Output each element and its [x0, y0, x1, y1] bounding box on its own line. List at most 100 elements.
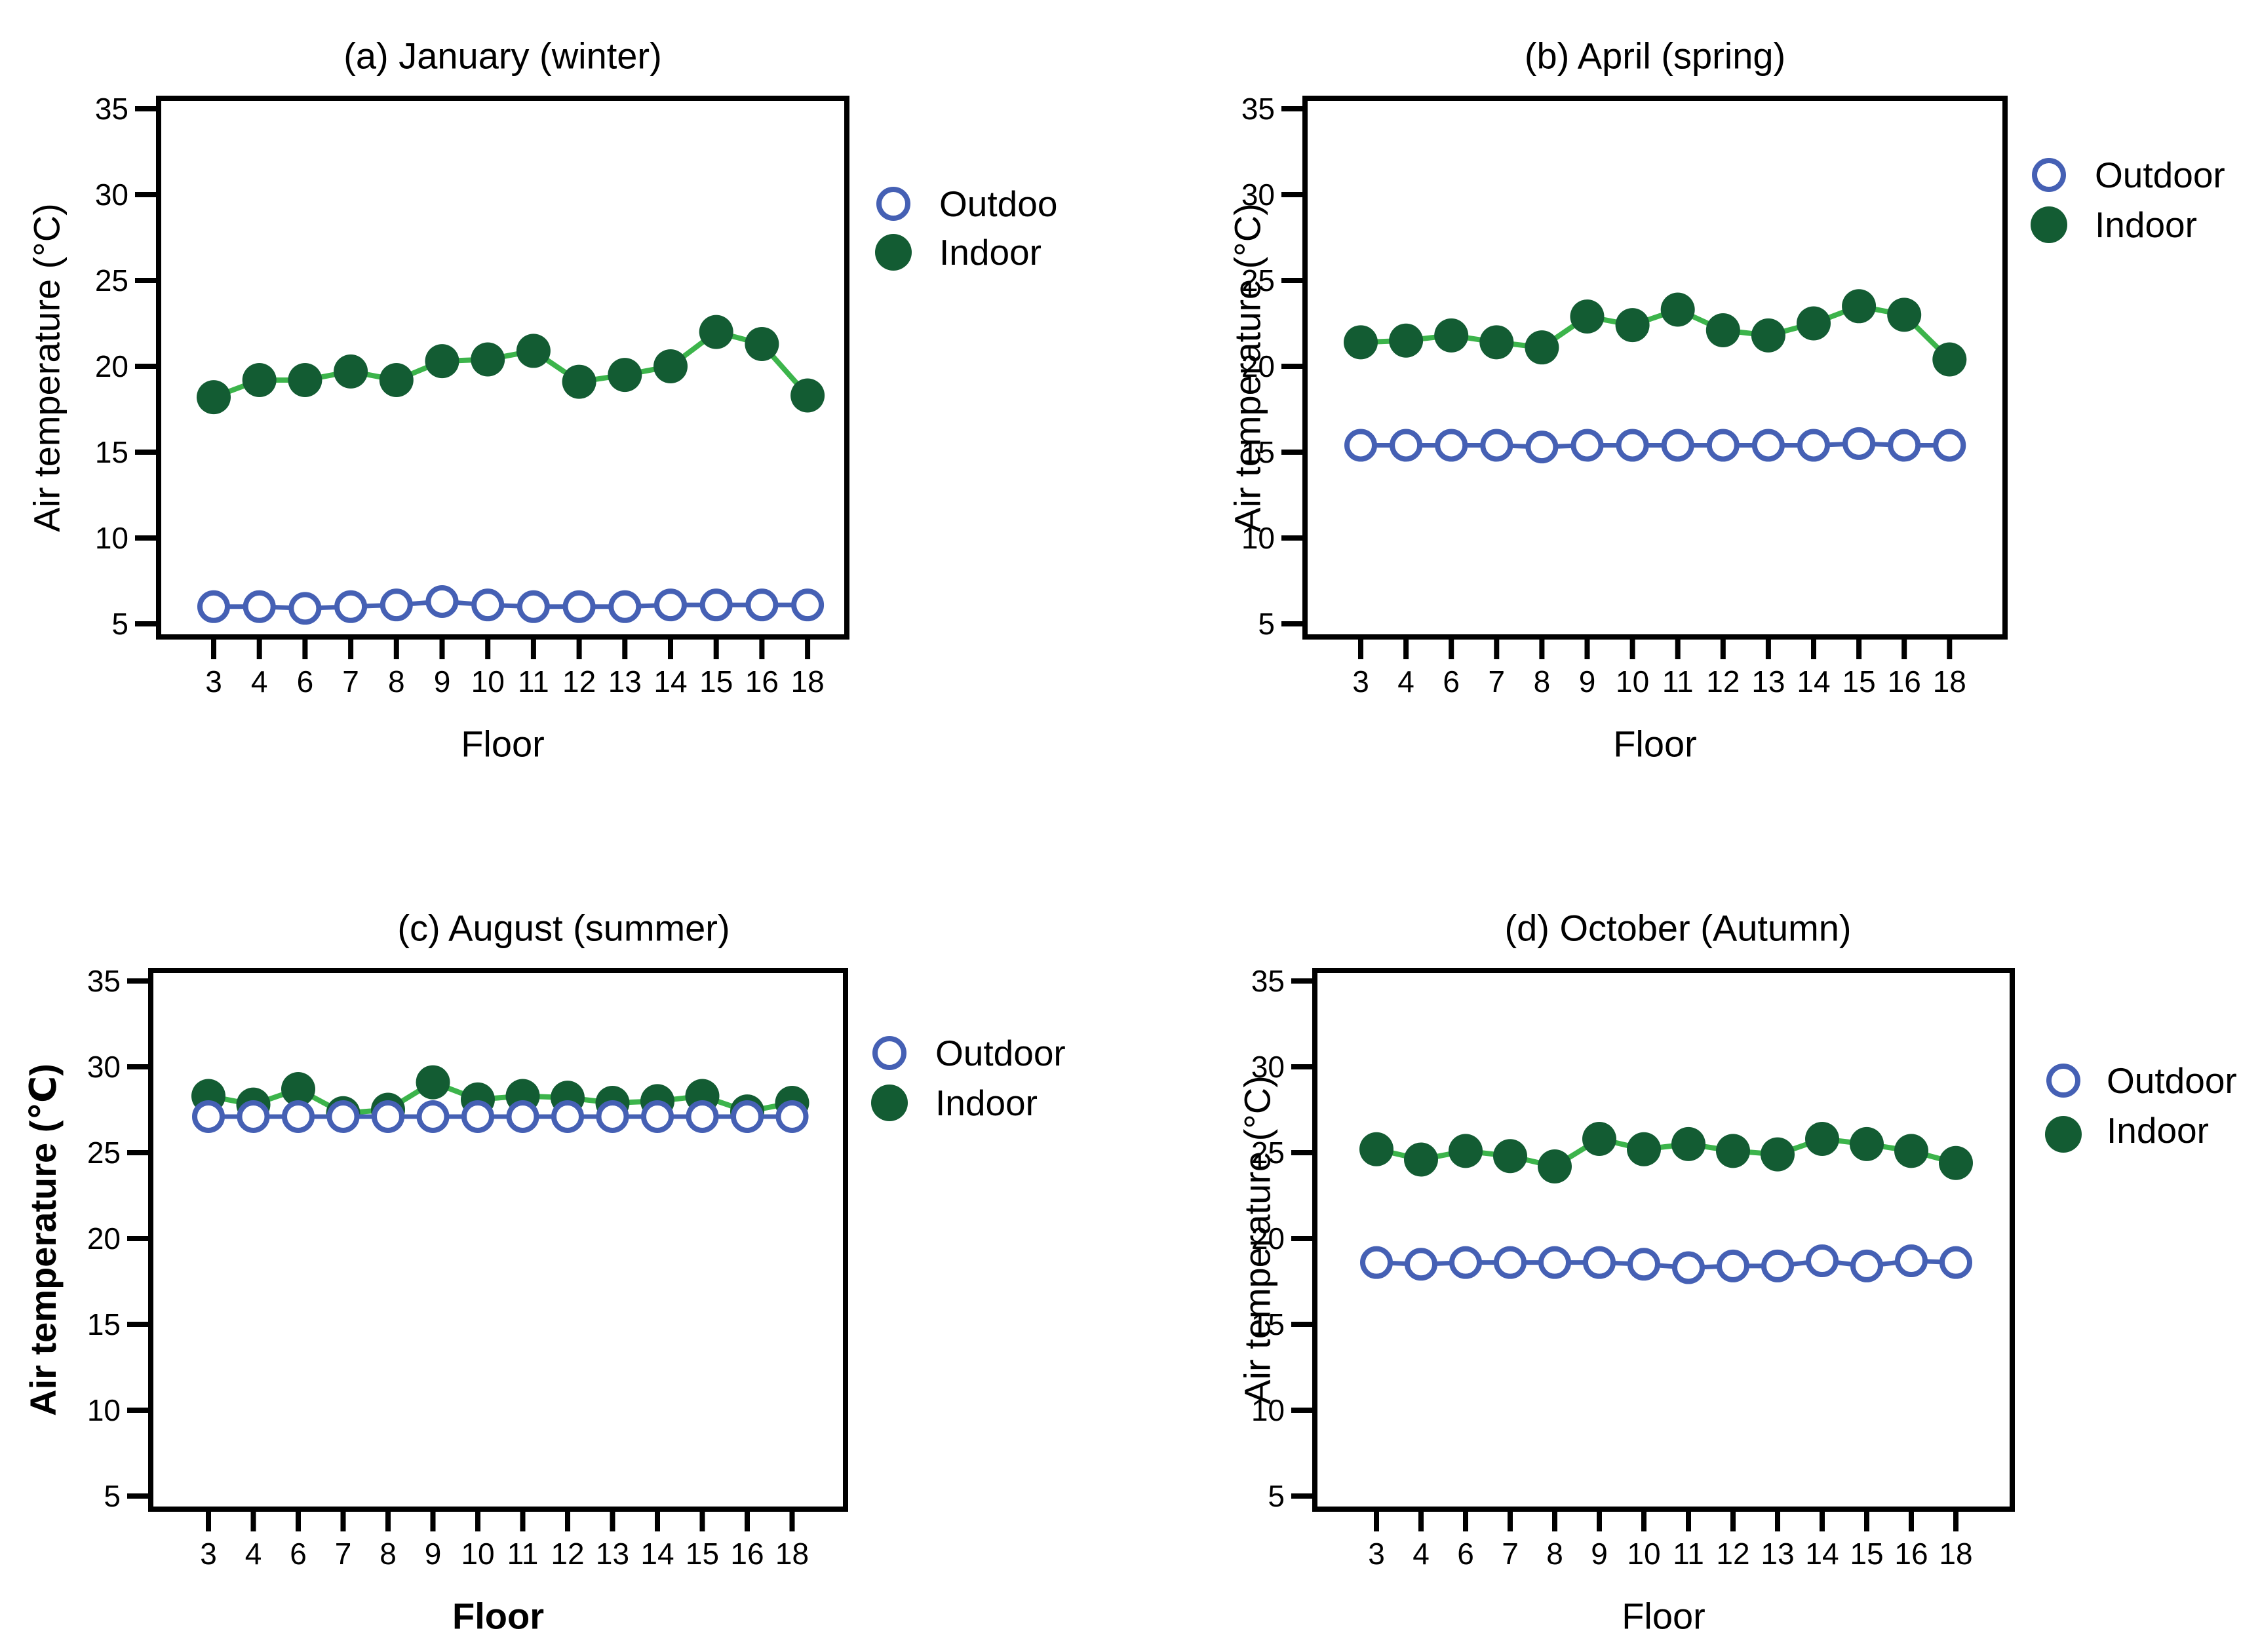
x-tick-label: 11	[518, 664, 549, 699]
y-tick-label: 10	[87, 1393, 121, 1427]
indoor-data-point	[471, 342, 505, 377]
panel-b-x-axis-label: Floor	[1613, 723, 1697, 765]
y-tick-label: 20	[1251, 1221, 1285, 1256]
panel-c-y-axis-label: Air temperature (℃)	[22, 1064, 64, 1416]
indoor-data-point	[1761, 1137, 1795, 1172]
x-tick-label: 6	[297, 664, 314, 699]
outdoor-data-point	[562, 590, 596, 623]
outdoor-data-point	[1939, 1246, 1972, 1279]
outdoor-data-point	[1627, 1248, 1660, 1281]
indoor-data-point	[197, 380, 231, 415]
x-tick-label: 3	[1368, 1537, 1385, 1571]
indoor-data-point	[1359, 1132, 1393, 1166]
indoor-data-point	[1751, 318, 1785, 353]
y-tick-label: 15	[87, 1307, 121, 1341]
indoor-data-point	[1671, 1126, 1705, 1161]
outdoor-data-point	[326, 1100, 360, 1133]
x-tick-label: 8	[380, 1537, 397, 1571]
x-tick-label: 18	[1939, 1537, 1972, 1571]
y-tick-label: 30	[1251, 1050, 1285, 1084]
x-tick-label: 9	[1579, 664, 1596, 699]
outdoor-data-point	[1842, 427, 1876, 460]
indoor-data-point	[416, 1065, 450, 1100]
outdoor-data-point	[1797, 429, 1830, 462]
indoor-data-point	[1627, 1132, 1661, 1166]
indoor-data-point	[288, 362, 322, 397]
y-tick-label: 35	[87, 964, 121, 998]
indoor-data-point	[699, 315, 733, 349]
outdoor-data-point	[641, 1100, 674, 1133]
panel-d-title: (d) October (Autumn)	[1504, 907, 1852, 949]
x-tick-label: 16	[730, 1537, 764, 1571]
x-tick-label: 7	[335, 1537, 352, 1571]
panel-c-legend-indoor-marker-icon	[871, 1085, 908, 1121]
x-tick-label: 10	[1627, 1537, 1660, 1571]
panel-c-plot-frame	[148, 968, 848, 1512]
panel-b-plot-frame	[1302, 96, 2008, 640]
outdoor-data-point	[1761, 1249, 1794, 1282]
x-tick-label: 4	[251, 664, 268, 699]
indoor-data-point	[653, 349, 688, 383]
y-tick-label: 35	[1251, 964, 1285, 998]
indoor-data-point	[1842, 289, 1877, 324]
outdoor-data-point	[551, 1100, 584, 1133]
y-tick-label: 30	[1241, 178, 1275, 212]
outdoor-data-point	[1933, 429, 1966, 462]
y-tick-label: 25	[87, 1136, 121, 1170]
x-tick-label: 7	[1502, 1537, 1519, 1571]
x-tick-label: 16	[1888, 664, 1921, 699]
x-tick-label: 10	[471, 664, 505, 699]
y-tick-label: 10	[1241, 521, 1275, 555]
x-tick-label: 10	[1616, 664, 1649, 699]
outdoor-data-point	[699, 588, 733, 622]
panel-d-y-axis-label: Air temperature (°C)	[1236, 1075, 1278, 1404]
x-tick-label: 6	[290, 1537, 307, 1571]
outdoor-data-point	[1706, 429, 1740, 462]
outdoor-data-point	[372, 1100, 404, 1133]
outdoor-data-point	[1806, 1244, 1839, 1278]
outdoor-data-point	[237, 1100, 270, 1133]
indoor-data-point	[1660, 292, 1695, 327]
x-tick-label: 13	[1751, 664, 1785, 699]
y-tick-label: 15	[1251, 1307, 1285, 1341]
indoor-data-point	[1449, 1134, 1483, 1168]
x-tick-label: 13	[608, 664, 642, 699]
indoor-data-point	[1887, 298, 1922, 332]
x-tick-label: 11	[1673, 1537, 1704, 1571]
x-tick-label: 15	[1850, 1537, 1883, 1571]
outdoor-data-point	[608, 590, 642, 623]
outdoor-data-point	[282, 1100, 315, 1133]
outdoor-data-point	[416, 1100, 450, 1133]
panel-b-legend-indoor-marker-icon	[2031, 206, 2067, 243]
indoor-data-point	[1894, 1134, 1928, 1168]
indoor-data-point	[1582, 1122, 1616, 1157]
outdoor-data-point	[1895, 1244, 1928, 1278]
x-tick-label: 14	[653, 664, 687, 699]
panel-b-legend-outdoor-marker-icon	[2032, 158, 2066, 192]
y-tick-label: 20	[95, 349, 128, 383]
x-tick-label: 10	[461, 1537, 494, 1571]
y-tick-label: 5	[1268, 1479, 1285, 1513]
outdoor-data-point	[1344, 429, 1377, 462]
outdoor-data-point	[1480, 429, 1513, 462]
outdoor-data-point	[596, 1100, 629, 1133]
x-tick-label: 11	[1662, 664, 1694, 699]
x-tick-label: 7	[342, 664, 359, 699]
panel-d-legend-outdoor-label: Outdoor	[2107, 1060, 2237, 1101]
outdoor-data-point	[745, 588, 779, 622]
x-tick-label: 6	[1443, 664, 1460, 699]
indoor-data-point	[1479, 325, 1514, 360]
outdoor-data-point	[380, 588, 413, 622]
indoor-data-point	[1389, 323, 1424, 358]
y-tick-label: 10	[1251, 1393, 1285, 1427]
y-tick-label: 5	[111, 607, 128, 641]
indoor-data-point	[1939, 1145, 1973, 1180]
outdoor-data-point	[334, 590, 368, 623]
indoor-data-point	[1493, 1139, 1527, 1174]
indoor-data-point	[745, 326, 779, 361]
outdoor-data-point	[1570, 429, 1604, 462]
x-tick-label: 16	[745, 664, 779, 699]
outdoor-data-point	[288, 592, 322, 625]
indoor-data-point	[1404, 1142, 1438, 1177]
